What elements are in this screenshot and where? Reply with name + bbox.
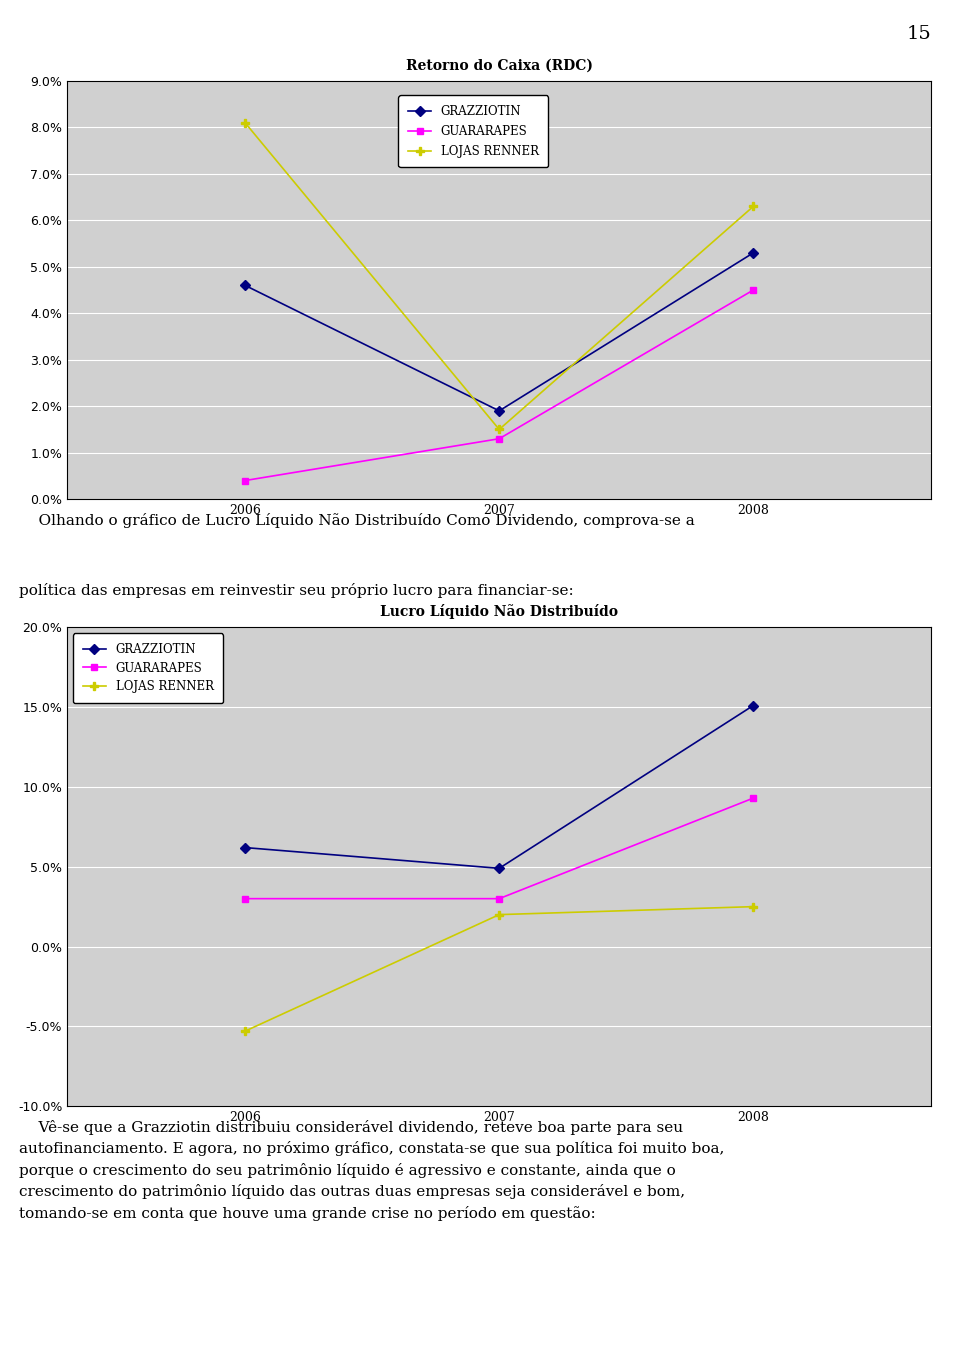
LOJAS RENNER <box>493 421 505 437</box>
Legend: GRAZZIOTIN, GUARARAPES, LOJAS RENNER: GRAZZIOTIN, GUARARAPES, LOJAS RENNER <box>398 96 548 167</box>
GUARARAPES <box>239 472 251 488</box>
GRAZZIOTIN <box>493 403 505 420</box>
GRAZZIOTIN <box>493 861 505 877</box>
GUARARAPES <box>748 282 759 298</box>
Line: GUARARAPES: GUARARAPES <box>242 795 756 902</box>
Line: GUARARAPES: GUARARAPES <box>242 286 756 484</box>
LOJAS RENNER <box>748 198 759 214</box>
Text: Vê-se que a Grazziotin distribuiu considerável dividendo, reteve boa parte para : Vê-se que a Grazziotin distribuiu consid… <box>19 1120 725 1221</box>
GUARARAPES <box>748 791 759 807</box>
Line: GRAZZIOTIN: GRAZZIOTIN <box>242 701 756 871</box>
GUARARAPES <box>493 890 505 907</box>
Legend: GRAZZIOTIN, GUARARAPES, LOJAS RENNER: GRAZZIOTIN, GUARARAPES, LOJAS RENNER <box>73 633 223 703</box>
LOJAS RENNER <box>239 1023 251 1039</box>
Text: política das empresas em reinvestir seu próprio lucro para financiar-se:: política das empresas em reinvestir seu … <box>19 583 574 599</box>
Text: 15: 15 <box>906 24 931 43</box>
Line: GRAZZIOTIN: GRAZZIOTIN <box>242 250 756 414</box>
LOJAS RENNER <box>493 907 505 923</box>
GUARARAPES <box>239 890 251 907</box>
GRAZZIOTIN <box>748 697 759 714</box>
GRAZZIOTIN <box>239 839 251 855</box>
Title: Lucro Líquido Não Distribuído: Lucro Líquido Não Distribuído <box>380 604 618 619</box>
Title: Retorno do Caixa (RDC): Retorno do Caixa (RDC) <box>406 59 592 73</box>
GRAZZIOTIN <box>748 244 759 260</box>
GRAZZIOTIN <box>239 278 251 294</box>
Line: LOJAS RENNER: LOJAS RENNER <box>241 902 757 1035</box>
LOJAS RENNER <box>748 898 759 915</box>
GUARARAPES <box>493 430 505 447</box>
Line: LOJAS RENNER: LOJAS RENNER <box>241 119 757 433</box>
Text: Olhando o gráfico de Lucro Líquido Não Distribuído Como Dividendo, comprova-se a: Olhando o gráfico de Lucro Líquido Não D… <box>19 513 695 527</box>
LOJAS RENNER <box>239 115 251 131</box>
